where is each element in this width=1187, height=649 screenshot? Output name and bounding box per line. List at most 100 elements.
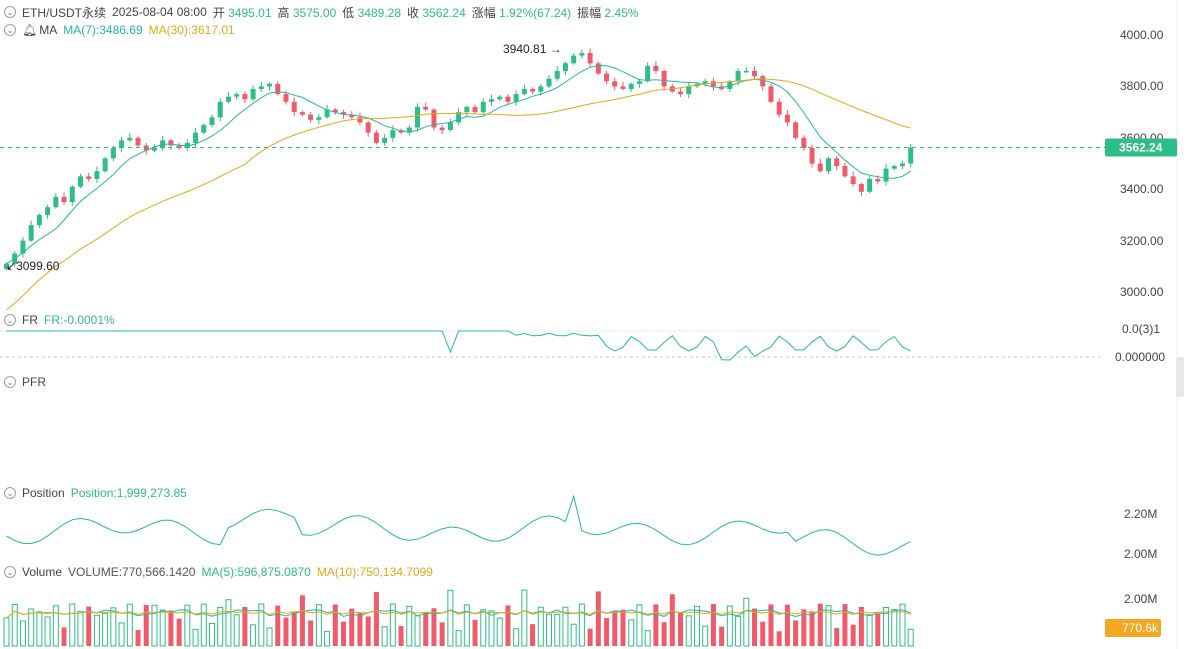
volume-bar	[480, 609, 487, 647]
candle-body	[135, 137, 141, 146]
volume-bar	[620, 609, 626, 646]
volume-bar	[110, 607, 117, 647]
candle-body	[826, 158, 831, 172]
candle-body	[398, 130, 404, 133]
chevron-down-icon[interactable]: ⌄	[4, 487, 16, 499]
candle-body	[661, 70, 667, 87]
volume-bar	[521, 589, 528, 647]
volume-bar	[752, 608, 758, 646]
volume-name: Volume	[22, 565, 63, 579]
volume-bar	[423, 612, 429, 646]
candle-body	[143, 145, 149, 151]
candle-body	[834, 158, 840, 167]
volume-bar	[283, 617, 289, 646]
candle-body	[480, 101, 486, 113]
chevron-down-icon[interactable]: ⌄	[4, 566, 16, 578]
volume-bar	[743, 597, 750, 647]
volume-bar	[52, 605, 59, 647]
candle-body	[842, 166, 848, 177]
candle-body	[127, 137, 133, 141]
volume-bar	[578, 603, 585, 647]
volume-bar	[69, 603, 76, 647]
candle-body	[546, 78, 552, 87]
candle-body	[776, 101, 782, 115]
candle-body	[784, 114, 790, 123]
chevron-down-icon[interactable]: ⌄	[4, 314, 16, 326]
volume-bar	[373, 592, 379, 646]
candle-body	[406, 127, 412, 133]
candle-body	[234, 94, 240, 97]
volume-bar	[850, 624, 856, 646]
candle-body	[94, 171, 100, 179]
candle-body	[373, 132, 379, 143]
price-tick: 3200.00	[1120, 234, 1164, 248]
candle-body	[875, 178, 881, 182]
candle-body	[357, 117, 363, 123]
candle-body	[110, 148, 116, 159]
volume-tag-text: 770.6k	[1122, 621, 1159, 635]
candle-body	[193, 132, 199, 143]
candle-body	[77, 176, 83, 187]
candle-body	[809, 148, 815, 164]
volume-bar	[439, 622, 445, 646]
candle-body	[209, 117, 215, 125]
candle-body	[793, 122, 799, 138]
volume-bar	[760, 621, 766, 646]
volume-bar	[793, 620, 799, 646]
candle-body	[464, 106, 470, 113]
candle-body	[415, 106, 420, 128]
volume-bar	[93, 614, 100, 647]
candle-body	[908, 147, 914, 164]
volume-bar	[168, 610, 174, 646]
candle-body	[53, 196, 59, 208]
volume-tag	[1105, 619, 1161, 637]
candle-body	[587, 52, 593, 64]
volume-bar	[513, 628, 520, 647]
candle-body	[176, 145, 182, 149]
candle-body	[119, 140, 125, 149]
volume-bar	[472, 619, 478, 646]
amp-value: 2.45%	[604, 5, 639, 20]
volume-bar	[266, 627, 273, 647]
volume-bar	[653, 604, 659, 646]
volume-bar	[562, 606, 569, 647]
volume-bar	[200, 603, 207, 647]
volume-bar	[546, 613, 553, 647]
chevron-down-icon[interactable]: ⌄	[4, 24, 16, 36]
volume-bar	[389, 603, 396, 647]
volume-bar	[258, 603, 265, 647]
fr-line	[6, 330, 911, 361]
last-price-tag-text: 3562.24	[1119, 141, 1163, 155]
candle-body	[36, 214, 42, 226]
panel-resize-handle[interactable]	[1176, 357, 1184, 397]
candle-body	[752, 70, 758, 77]
volume-bar	[414, 615, 421, 647]
volume-bar	[595, 591, 601, 646]
volume-bar	[28, 608, 35, 647]
fr-tick: 0.0(3)1	[1122, 322, 1160, 336]
candle-body	[488, 99, 494, 102]
volume-bar	[644, 630, 651, 647]
price-tick: 3000.00	[1120, 285, 1164, 299]
candle-body	[168, 140, 174, 146]
candle-body	[349, 114, 355, 118]
volume-bar	[192, 628, 199, 647]
volume-bar	[891, 609, 898, 647]
chevron-down-icon[interactable]: ⌄	[4, 6, 16, 18]
candle-body	[735, 70, 741, 82]
volume-bar	[702, 625, 709, 647]
candle-body	[472, 106, 478, 113]
fr-value: FR:-0.0001%	[44, 313, 115, 327]
ma30-value: MA(30):3617.01	[148, 23, 235, 37]
bell-icon[interactable]: 🔔︎	[22, 23, 38, 37]
candle-body	[538, 86, 544, 92]
volume-bar	[488, 610, 495, 647]
position-tick: 2.20M	[1124, 507, 1157, 521]
volume-bar	[159, 609, 166, 647]
volume-bar	[225, 599, 232, 647]
chevron-down-icon[interactable]: ⌄	[4, 376, 16, 388]
price-tick: 4000.00	[1120, 28, 1164, 42]
volume-bar	[817, 603, 823, 646]
volume-bar	[431, 608, 437, 646]
